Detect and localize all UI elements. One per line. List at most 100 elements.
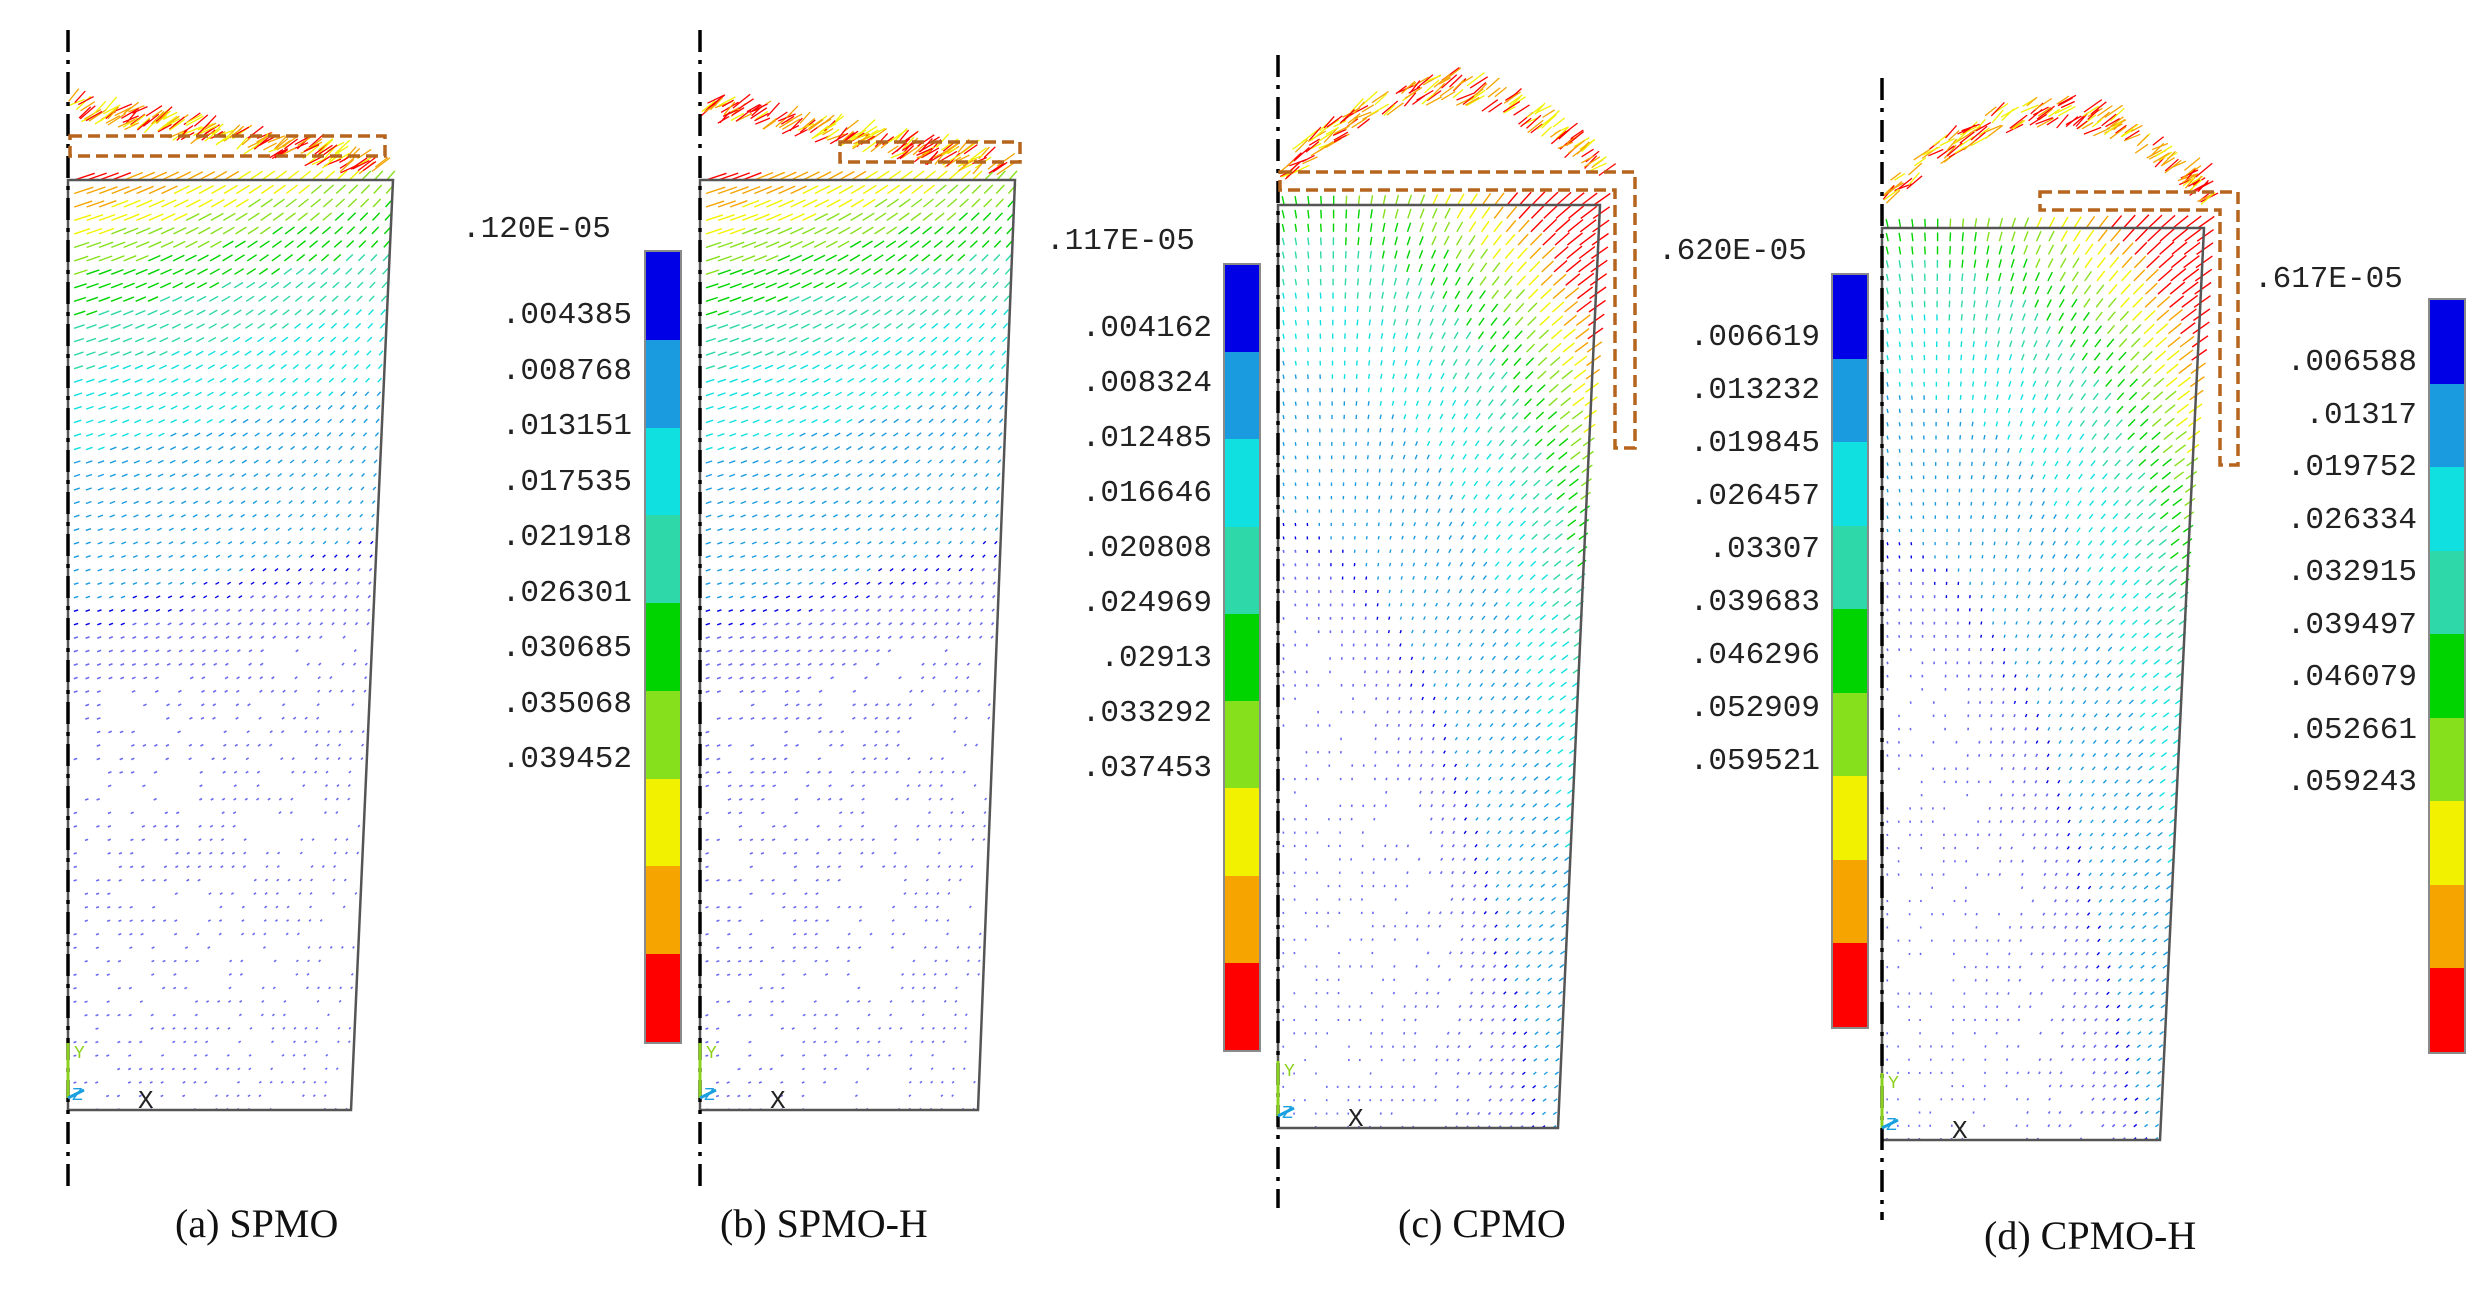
velocity-vector [1420, 737, 1424, 741]
velocity-vector [1294, 374, 1297, 380]
velocity-vector [995, 198, 1004, 208]
velocity-vector [246, 730, 250, 734]
velocity-vector [1578, 246, 1596, 260]
velocity-vector [85, 690, 90, 693]
surface-vector [933, 149, 949, 159]
surface-vector [1506, 88, 1522, 103]
velocity-vector [326, 743, 330, 747]
velocity-vector [1505, 234, 1516, 246]
velocity-vector [919, 336, 926, 343]
velocity-vector [784, 676, 789, 680]
surface-vector [1424, 79, 1440, 94]
surface-vector [941, 138, 959, 151]
velocity-vector [219, 892, 223, 895]
velocity-vector [1438, 440, 1443, 447]
velocity-vector [781, 986, 785, 990]
velocity-vector [1452, 359, 1458, 366]
velocity-vector [962, 445, 968, 451]
velocity-vector [351, 404, 357, 410]
velocity-vector [284, 226, 295, 235]
velocity-vector [324, 1067, 328, 1071]
velocity-vector [109, 487, 116, 491]
velocity-vector [1282, 455, 1285, 460]
velocity-vector [85, 419, 94, 424]
velocity-vector [1438, 467, 1442, 473]
velocity-vector [264, 878, 269, 882]
velocity-vector [98, 255, 113, 262]
velocity-vector [1294, 401, 1297, 406]
domain-outline [1276, 203, 1602, 1130]
velocity-vector [2097, 229, 2108, 242]
velocity-vector [972, 824, 975, 828]
velocity-vector [1386, 697, 1389, 701]
velocity-vector [753, 282, 766, 289]
velocity-vector [1502, 669, 1508, 674]
surface-vector [1591, 158, 1604, 169]
surface-vector [1554, 126, 1569, 134]
velocity-vector [958, 567, 963, 572]
velocity-vector [1506, 883, 1511, 888]
velocity-vector [960, 824, 964, 828]
velocity-vector [1573, 654, 1581, 661]
velocity-vector [1465, 1125, 1469, 1129]
velocity-vector [206, 418, 213, 424]
velocity-vector [338, 999, 342, 1003]
velocity-vector [1478, 723, 1482, 728]
velocity-vector [1475, 426, 1481, 433]
velocity-vector [128, 986, 133, 990]
velocity-vector [1393, 319, 1397, 326]
velocity-vector [933, 635, 938, 639]
surface-vector [902, 130, 919, 143]
velocity-vector [288, 500, 293, 505]
surface-vector [1333, 134, 1347, 143]
velocity-vector [1555, 205, 1572, 219]
velocity-vector [259, 689, 263, 693]
velocity-vector [262, 554, 268, 558]
velocity-vector [1513, 1017, 1517, 1022]
velocity-vector [1411, 629, 1414, 634]
velocity-vector [777, 241, 792, 249]
velocity-vector [233, 281, 244, 289]
velocity-vector [1567, 789, 1574, 795]
velocity-vector [1512, 1044, 1516, 1049]
velocity-vector [259, 254, 269, 262]
velocity-vector [854, 1094, 858, 1098]
velocity-vector [860, 838, 864, 842]
velocity-vector [1539, 628, 1546, 634]
velocity-vector [983, 811, 987, 815]
velocity-vector [1421, 683, 1425, 687]
velocity-vector [212, 689, 217, 693]
velocity-vector [261, 622, 265, 626]
velocity-vector [85, 676, 90, 680]
velocity-vector [172, 254, 185, 262]
surface-vector [1593, 156, 1607, 167]
velocity-vector [1429, 304, 1435, 313]
velocity-vector [227, 541, 233, 545]
velocity-vector [73, 514, 80, 518]
velocity-vector [1535, 425, 1544, 433]
velocity-vector [776, 419, 783, 424]
velocity-vector [1468, 669, 1472, 674]
surface-vector [962, 139, 980, 154]
velocity-vector [1483, 910, 1487, 915]
velocity-vector [1556, 1017, 1562, 1022]
velocity-vector [1491, 655, 1496, 661]
velocity-vector [238, 595, 243, 599]
velocity-vector [248, 662, 252, 666]
velocity-vector [752, 432, 760, 437]
velocity-vector [85, 500, 92, 505]
velocity-vector [868, 486, 874, 491]
velocity-vector [1553, 273, 1567, 286]
velocity-vector [1523, 411, 1532, 420]
velocity-vector [1521, 1084, 1526, 1089]
velocity-vector [1560, 397, 1572, 407]
velocity-vector [354, 621, 359, 626]
velocity-vector [983, 513, 988, 518]
velocity-vector [270, 689, 275, 693]
velocity-vector [797, 608, 802, 612]
velocity-vector [207, 364, 216, 370]
velocity-vector [760, 851, 765, 855]
velocity-vector [350, 972, 354, 976]
velocity-vector [965, 363, 971, 370]
velocity-vector [717, 255, 732, 262]
